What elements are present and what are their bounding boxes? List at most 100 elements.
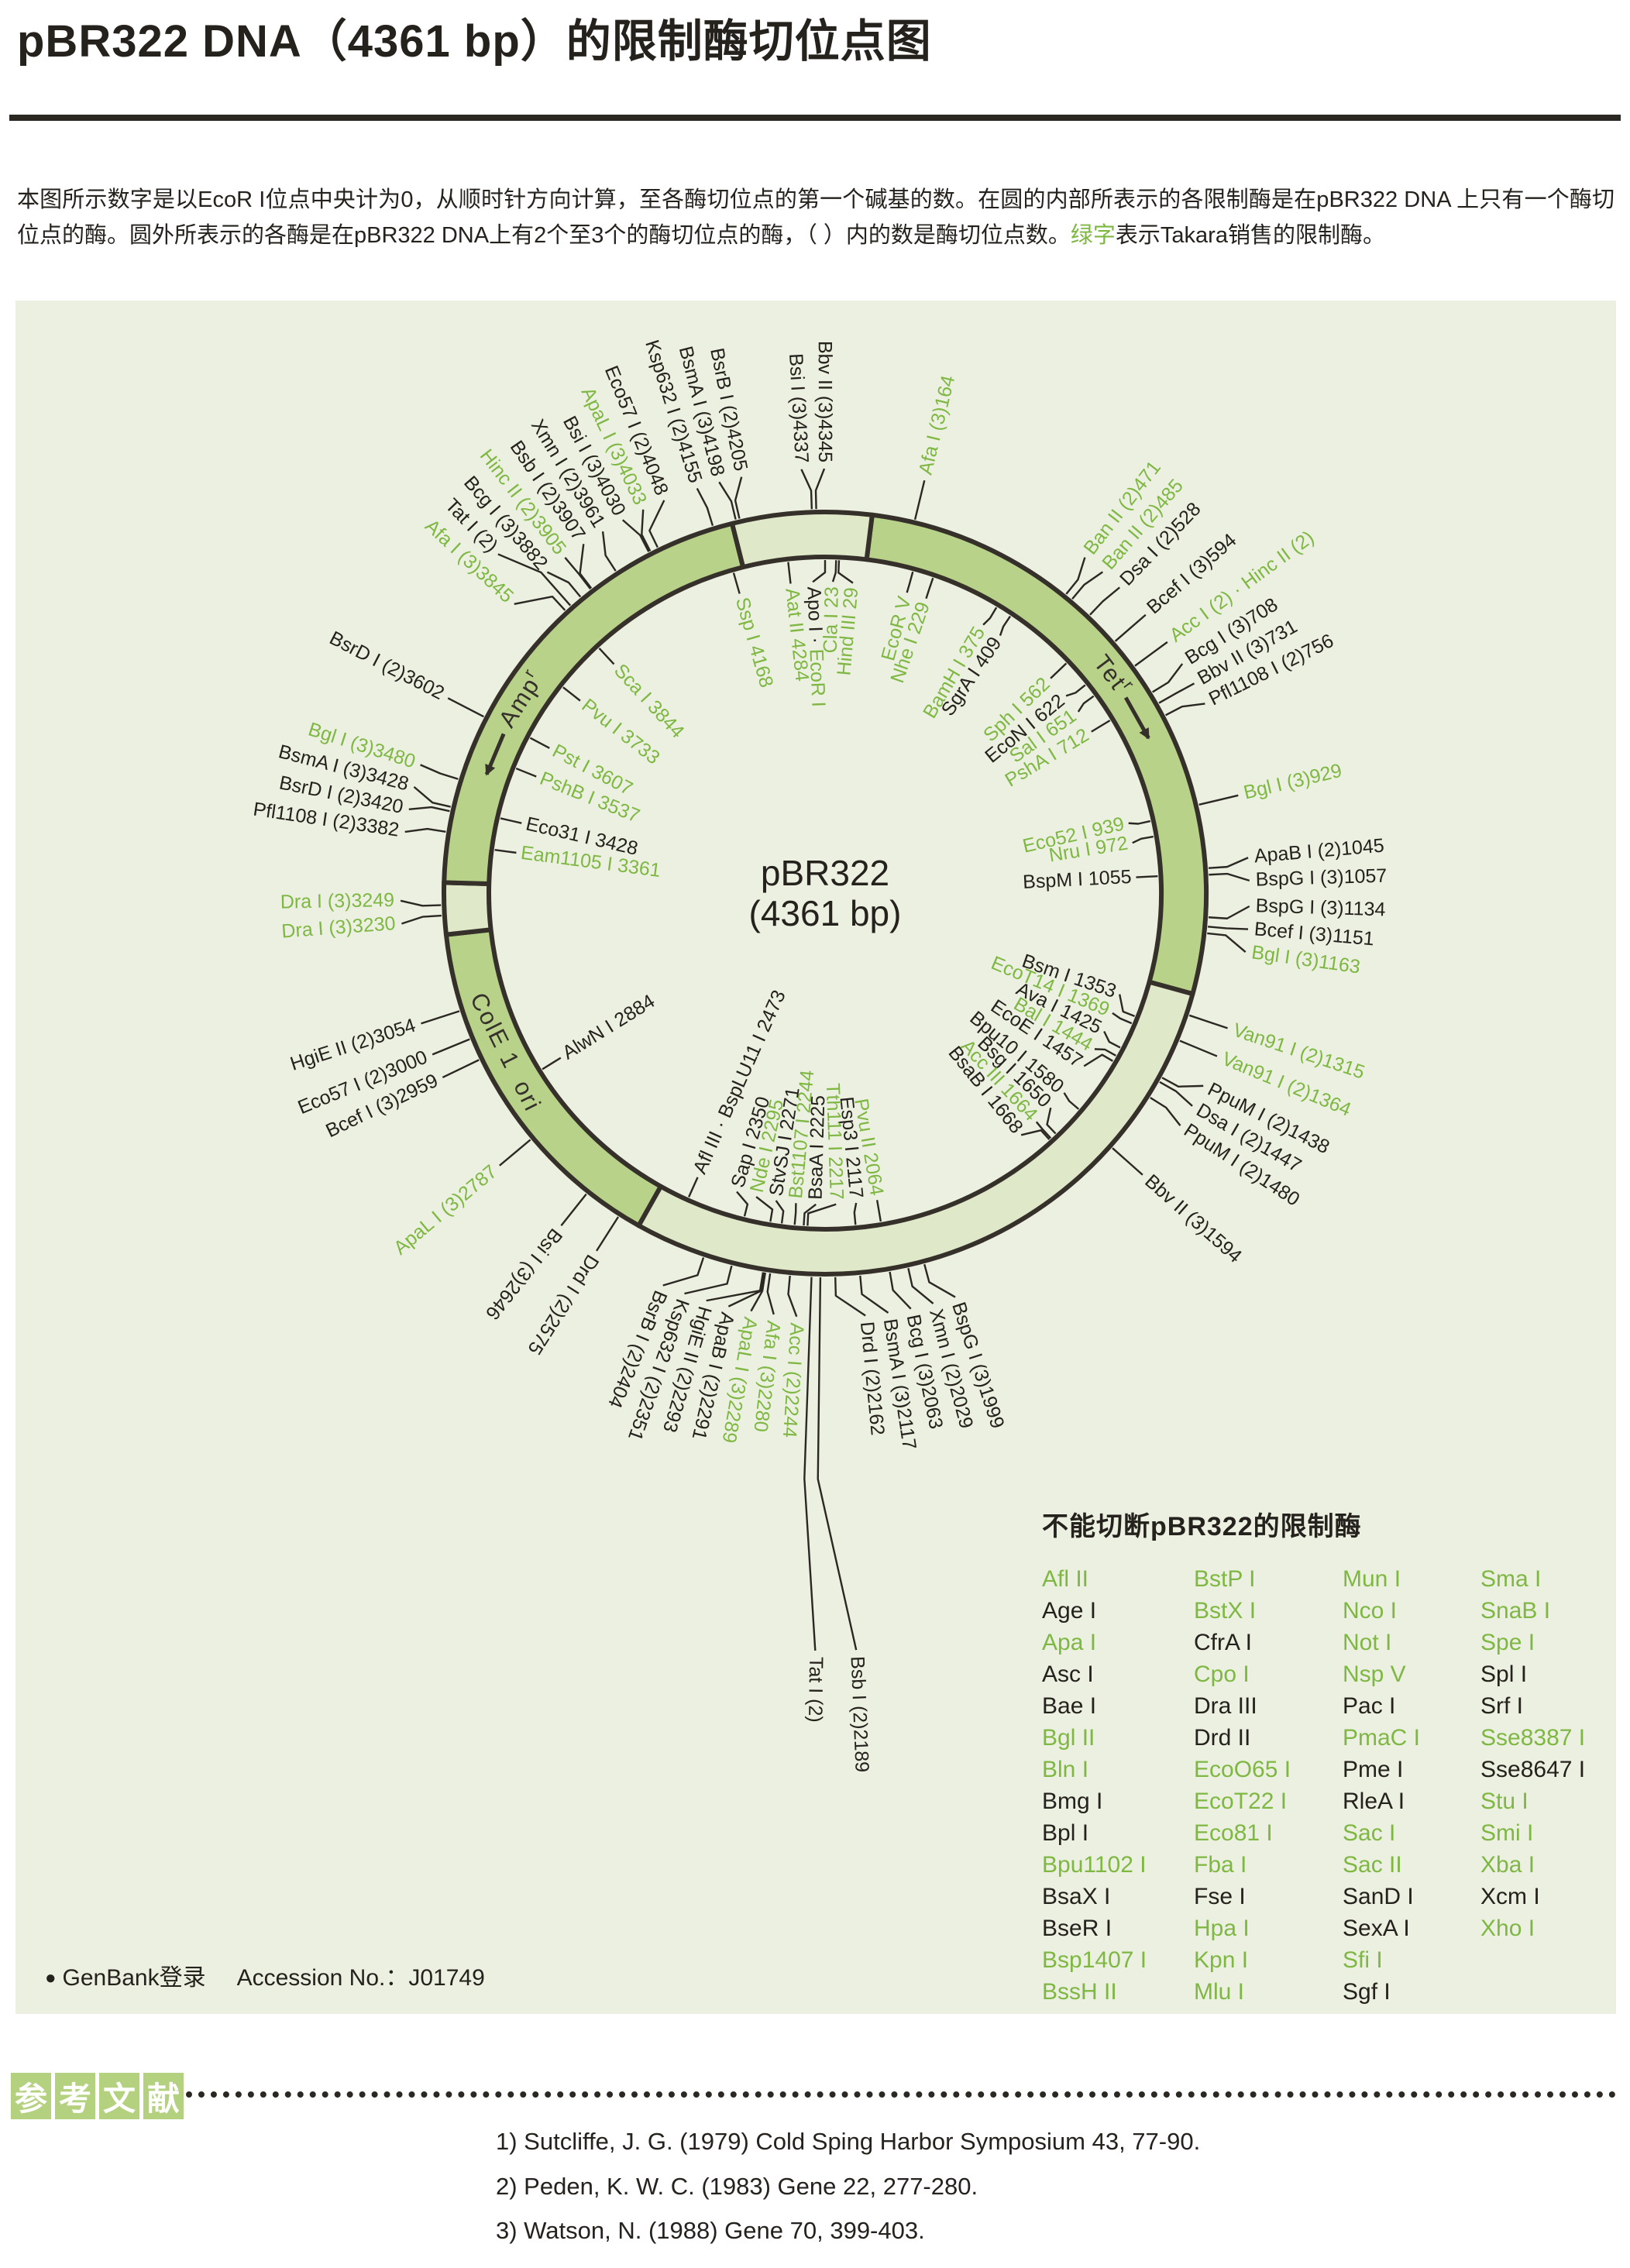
enzyme-label-outer: Dra I (3)3249 xyxy=(280,889,395,913)
leader-line xyxy=(560,1193,587,1227)
enzyme-item: Nsp V xyxy=(1343,1661,1406,1687)
enzyme-item: Spl I xyxy=(1480,1661,1528,1687)
leader-line xyxy=(401,914,442,925)
leader-line xyxy=(718,481,737,520)
leader-line xyxy=(817,1277,858,1651)
leader-line xyxy=(1150,1097,1181,1126)
uncut-table-grid: Afl II Age I Apa I Asc I Bae I Bgl II Bln I Bmg… xyxy=(1042,1566,1628,2011)
uncut-table-title: 不能切断pBR322的限制酶 xyxy=(1042,1512,1362,1541)
enzyme-item: Not I xyxy=(1343,1630,1392,1655)
enzyme-label-outer: Bsi I (3)4337 xyxy=(785,352,813,463)
enzyme-item: Hpa I xyxy=(1194,1916,1250,1941)
leader-line xyxy=(413,785,451,808)
plasmid-ring-segment xyxy=(442,880,493,937)
leader-line xyxy=(514,596,566,611)
leader-line xyxy=(787,562,792,584)
leader-line xyxy=(800,469,813,510)
leader-line xyxy=(1112,1147,1143,1176)
enzyme-item: CfrA I xyxy=(1194,1630,1253,1655)
enzyme-label-inner: BspM I 1055 xyxy=(1023,866,1133,893)
leader-line xyxy=(562,686,581,702)
enzyme-item: Sse8387 I xyxy=(1480,1725,1586,1751)
leader-line xyxy=(1188,1014,1228,1029)
enzyme-item: Xba I xyxy=(1480,1852,1535,1878)
leader-line xyxy=(1065,557,1086,595)
enzyme-item: BssH II xyxy=(1042,1979,1117,2005)
leader-line xyxy=(925,577,934,600)
genbank-label: GenBank登录 xyxy=(62,1965,206,1991)
leader-line xyxy=(1209,872,1250,881)
enzyme-label-outer: Bgl I (3)929 xyxy=(1242,759,1344,803)
leader-line xyxy=(803,1203,817,1226)
enzyme-item: SanD I xyxy=(1343,1884,1414,1909)
enzyme-item: EcoO65 I xyxy=(1194,1757,1291,1782)
intro-green-term: 绿字 xyxy=(1070,222,1116,248)
plasmid-ring-segment xyxy=(730,510,875,570)
leader-line xyxy=(923,1263,956,1298)
enzyme-item xyxy=(1480,1947,1628,1979)
leader-line xyxy=(1208,905,1250,919)
leader-line xyxy=(1071,571,1104,600)
leader-line xyxy=(1132,835,1154,844)
leader-line xyxy=(806,1203,837,1226)
leader-line xyxy=(696,487,714,527)
leader-line xyxy=(621,519,650,552)
leader-line xyxy=(542,1057,562,1070)
leader-line xyxy=(579,544,593,589)
enzyme-item: Sfi I xyxy=(1343,1947,1383,1973)
leader-line xyxy=(859,1275,889,1314)
enzyme-label-outer: Bsb I (2)2189 xyxy=(847,1656,873,1773)
leader-line xyxy=(1035,1121,1052,1139)
leader-line xyxy=(432,1038,470,1056)
leader-line xyxy=(1077,695,1095,713)
leader-line xyxy=(834,1277,866,1317)
leader-line xyxy=(648,500,665,548)
leader-line xyxy=(497,553,572,607)
leader-line xyxy=(1091,720,1111,733)
leader-line xyxy=(1152,663,1184,693)
leader-line xyxy=(420,764,459,780)
leader-line xyxy=(500,817,522,824)
enzyme-item xyxy=(1480,1979,1628,2011)
leader-line xyxy=(706,1272,765,1302)
enzyme-item: Bae I xyxy=(1042,1693,1097,1719)
leader-line xyxy=(1063,1092,1080,1110)
enzyme-item: SnaB I xyxy=(1480,1598,1551,1624)
enzyme-label-inner: Tth111 I 2217 xyxy=(822,1083,848,1200)
leader-line xyxy=(688,1177,699,1198)
leader-line xyxy=(404,827,446,833)
reference-item: 1) Sutcliffe, J. G. (1979) Cold Sping Ha… xyxy=(496,2128,1201,2155)
leader-line xyxy=(598,648,615,665)
leader-line xyxy=(1046,1107,1057,1135)
leader-line xyxy=(999,615,1011,636)
leader-line xyxy=(837,560,854,584)
enzyme-item: BsaX I xyxy=(1042,1884,1111,1909)
leader-line xyxy=(1050,662,1068,679)
leader-line xyxy=(1114,613,1147,642)
enzyme-label-outer: Afa I (3)164 xyxy=(914,373,959,477)
leader-line xyxy=(1089,586,1120,616)
enzyme-item: Bpu1102 I xyxy=(1042,1852,1147,1878)
leader-line xyxy=(641,509,652,552)
enzyme-item: BstX I xyxy=(1194,1598,1257,1624)
leader-line xyxy=(750,1272,766,1312)
leader-line xyxy=(814,468,826,510)
bullet-icon: ● xyxy=(45,1967,57,1988)
leader-line xyxy=(421,1010,460,1025)
enzyme-label-outer: BspG I (3)1057 xyxy=(1255,864,1387,890)
enzyme-label-inner: Apo I · EcoR I xyxy=(803,586,830,708)
leader-line xyxy=(875,1200,882,1222)
leader-line xyxy=(736,1191,749,1217)
leader-line xyxy=(1136,875,1158,878)
enzyme-label-outer: Bbv II (3)4345 xyxy=(814,341,836,462)
enzyme-item: Smi I xyxy=(1480,1820,1534,1846)
intro-text: 本图所示数字是以EcoR I位点中央计为0，从顺时针方向计算，至各酶切位点的第一… xyxy=(17,187,1615,248)
intro-text: 表示Takara销售的限制酶。 xyxy=(1115,222,1385,248)
leader-line xyxy=(684,1265,733,1295)
enzyme-label-inner: Cla I 23 xyxy=(819,586,842,654)
enzyme-item: Age I xyxy=(1042,1598,1097,1624)
references-heading-char: 考 xyxy=(55,2073,95,2119)
enzyme-item: Srf I xyxy=(1480,1693,1524,1719)
leader-line xyxy=(906,571,914,593)
figure-panel: Tetr Ampr ColE 1 ori Afa I (3)164 Ban II (2)… xyxy=(15,301,1616,2014)
